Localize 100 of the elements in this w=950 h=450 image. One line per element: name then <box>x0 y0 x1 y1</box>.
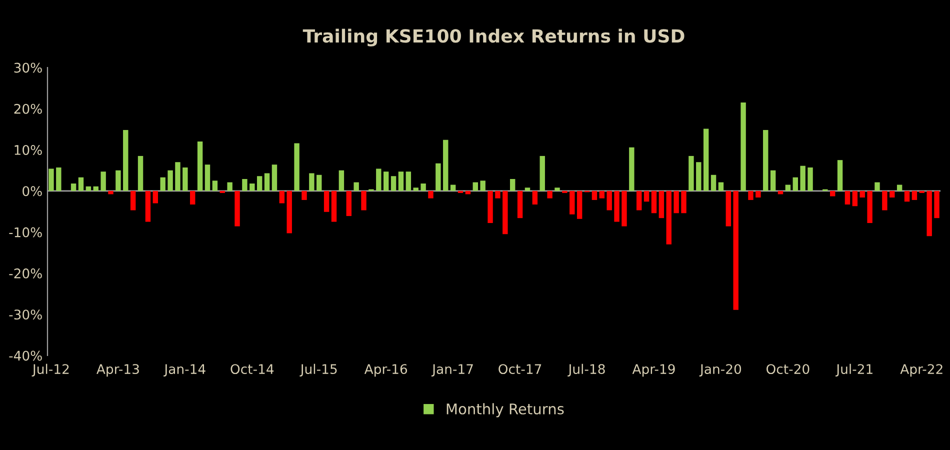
bar <box>175 162 180 191</box>
bar <box>726 190 732 226</box>
bar <box>145 190 151 222</box>
bar <box>361 190 366 210</box>
bar <box>256 176 262 191</box>
bar <box>279 190 285 204</box>
bar <box>837 160 843 191</box>
bar <box>926 190 932 236</box>
bar <box>651 190 657 214</box>
bar <box>681 190 686 214</box>
bar <box>168 170 173 191</box>
bar <box>152 190 158 204</box>
bar <box>540 156 545 191</box>
bar <box>517 190 523 218</box>
bar <box>272 164 278 191</box>
bar <box>860 190 865 198</box>
bar <box>331 190 337 222</box>
bar <box>182 167 188 191</box>
bar <box>324 190 330 212</box>
x-tick-label: Oct-14 <box>230 364 274 374</box>
bar <box>510 178 516 191</box>
y-tick-label: 20% <box>14 104 42 114</box>
x-tick-label: Jan-20 <box>699 364 742 376</box>
bar <box>376 168 382 191</box>
y-tick-label: -40% <box>9 350 42 361</box>
bar <box>160 177 166 191</box>
bar <box>570 190 575 214</box>
bar <box>666 190 672 244</box>
bar <box>93 186 98 191</box>
x-tick-label: Jul-12 <box>32 364 69 376</box>
bar <box>294 143 300 191</box>
bar <box>450 184 456 191</box>
bar <box>636 190 642 210</box>
x-tick-label: Apr-16 <box>364 364 408 377</box>
bar <box>718 182 724 191</box>
chart-title: Trailing KSE100 Index Returns in USD <box>302 28 684 46</box>
bar <box>70 184 76 191</box>
bar <box>547 190 552 198</box>
bar <box>264 173 270 191</box>
bar <box>116 170 121 191</box>
bar <box>592 190 598 200</box>
bar <box>882 190 888 210</box>
bar <box>890 190 895 198</box>
bar <box>502 190 508 234</box>
x-tick-label: Oct-17 <box>498 364 542 374</box>
bar <box>78 177 84 191</box>
y-tick-label: -20% <box>9 268 42 278</box>
bar <box>629 147 634 191</box>
bar <box>800 166 806 191</box>
bar <box>808 167 813 191</box>
bar <box>242 178 248 191</box>
bar <box>100 172 106 191</box>
bar <box>354 182 359 191</box>
x-tick-label: Oct-20 <box>766 364 810 374</box>
bar <box>316 174 322 191</box>
bar <box>346 190 352 216</box>
bar <box>740 102 746 191</box>
bar <box>554 188 560 191</box>
bar <box>250 184 255 191</box>
bar <box>785 184 791 191</box>
bar <box>488 190 493 224</box>
bar <box>576 190 582 219</box>
bar <box>338 170 344 191</box>
bar <box>234 190 240 226</box>
bar <box>644 190 650 202</box>
bar <box>703 128 709 191</box>
bar <box>912 190 918 200</box>
bar <box>763 130 768 191</box>
bar <box>622 190 627 226</box>
bar <box>406 172 412 191</box>
y-tick-label: 10% <box>14 145 42 155</box>
bar <box>852 190 858 206</box>
x-tick-label: Apr-19 <box>632 364 675 377</box>
bar <box>138 156 144 191</box>
bar <box>658 190 664 218</box>
bar <box>302 190 307 200</box>
bar <box>756 190 761 198</box>
bar <box>204 164 210 191</box>
bar <box>896 184 902 191</box>
bar <box>309 173 314 191</box>
bar <box>688 156 694 191</box>
bar <box>286 190 292 234</box>
bar <box>212 180 218 191</box>
x-tick-label: Apr-13 <box>96 364 139 377</box>
bar <box>532 190 538 205</box>
bar <box>696 162 702 191</box>
bar <box>674 190 679 214</box>
bar <box>398 172 404 191</box>
bar <box>524 188 530 191</box>
bar <box>934 190 940 218</box>
bar <box>733 190 738 310</box>
bar <box>413 188 418 191</box>
bar <box>227 182 232 191</box>
x-tick-label: Jul-21 <box>836 364 872 376</box>
y-tick-label: 0% <box>22 186 42 196</box>
bar <box>436 163 441 191</box>
x-tick-label: Jan-14 <box>164 364 206 376</box>
x-tick-label: Jul-15 <box>300 364 337 376</box>
bar <box>480 180 486 191</box>
bar <box>792 177 798 191</box>
